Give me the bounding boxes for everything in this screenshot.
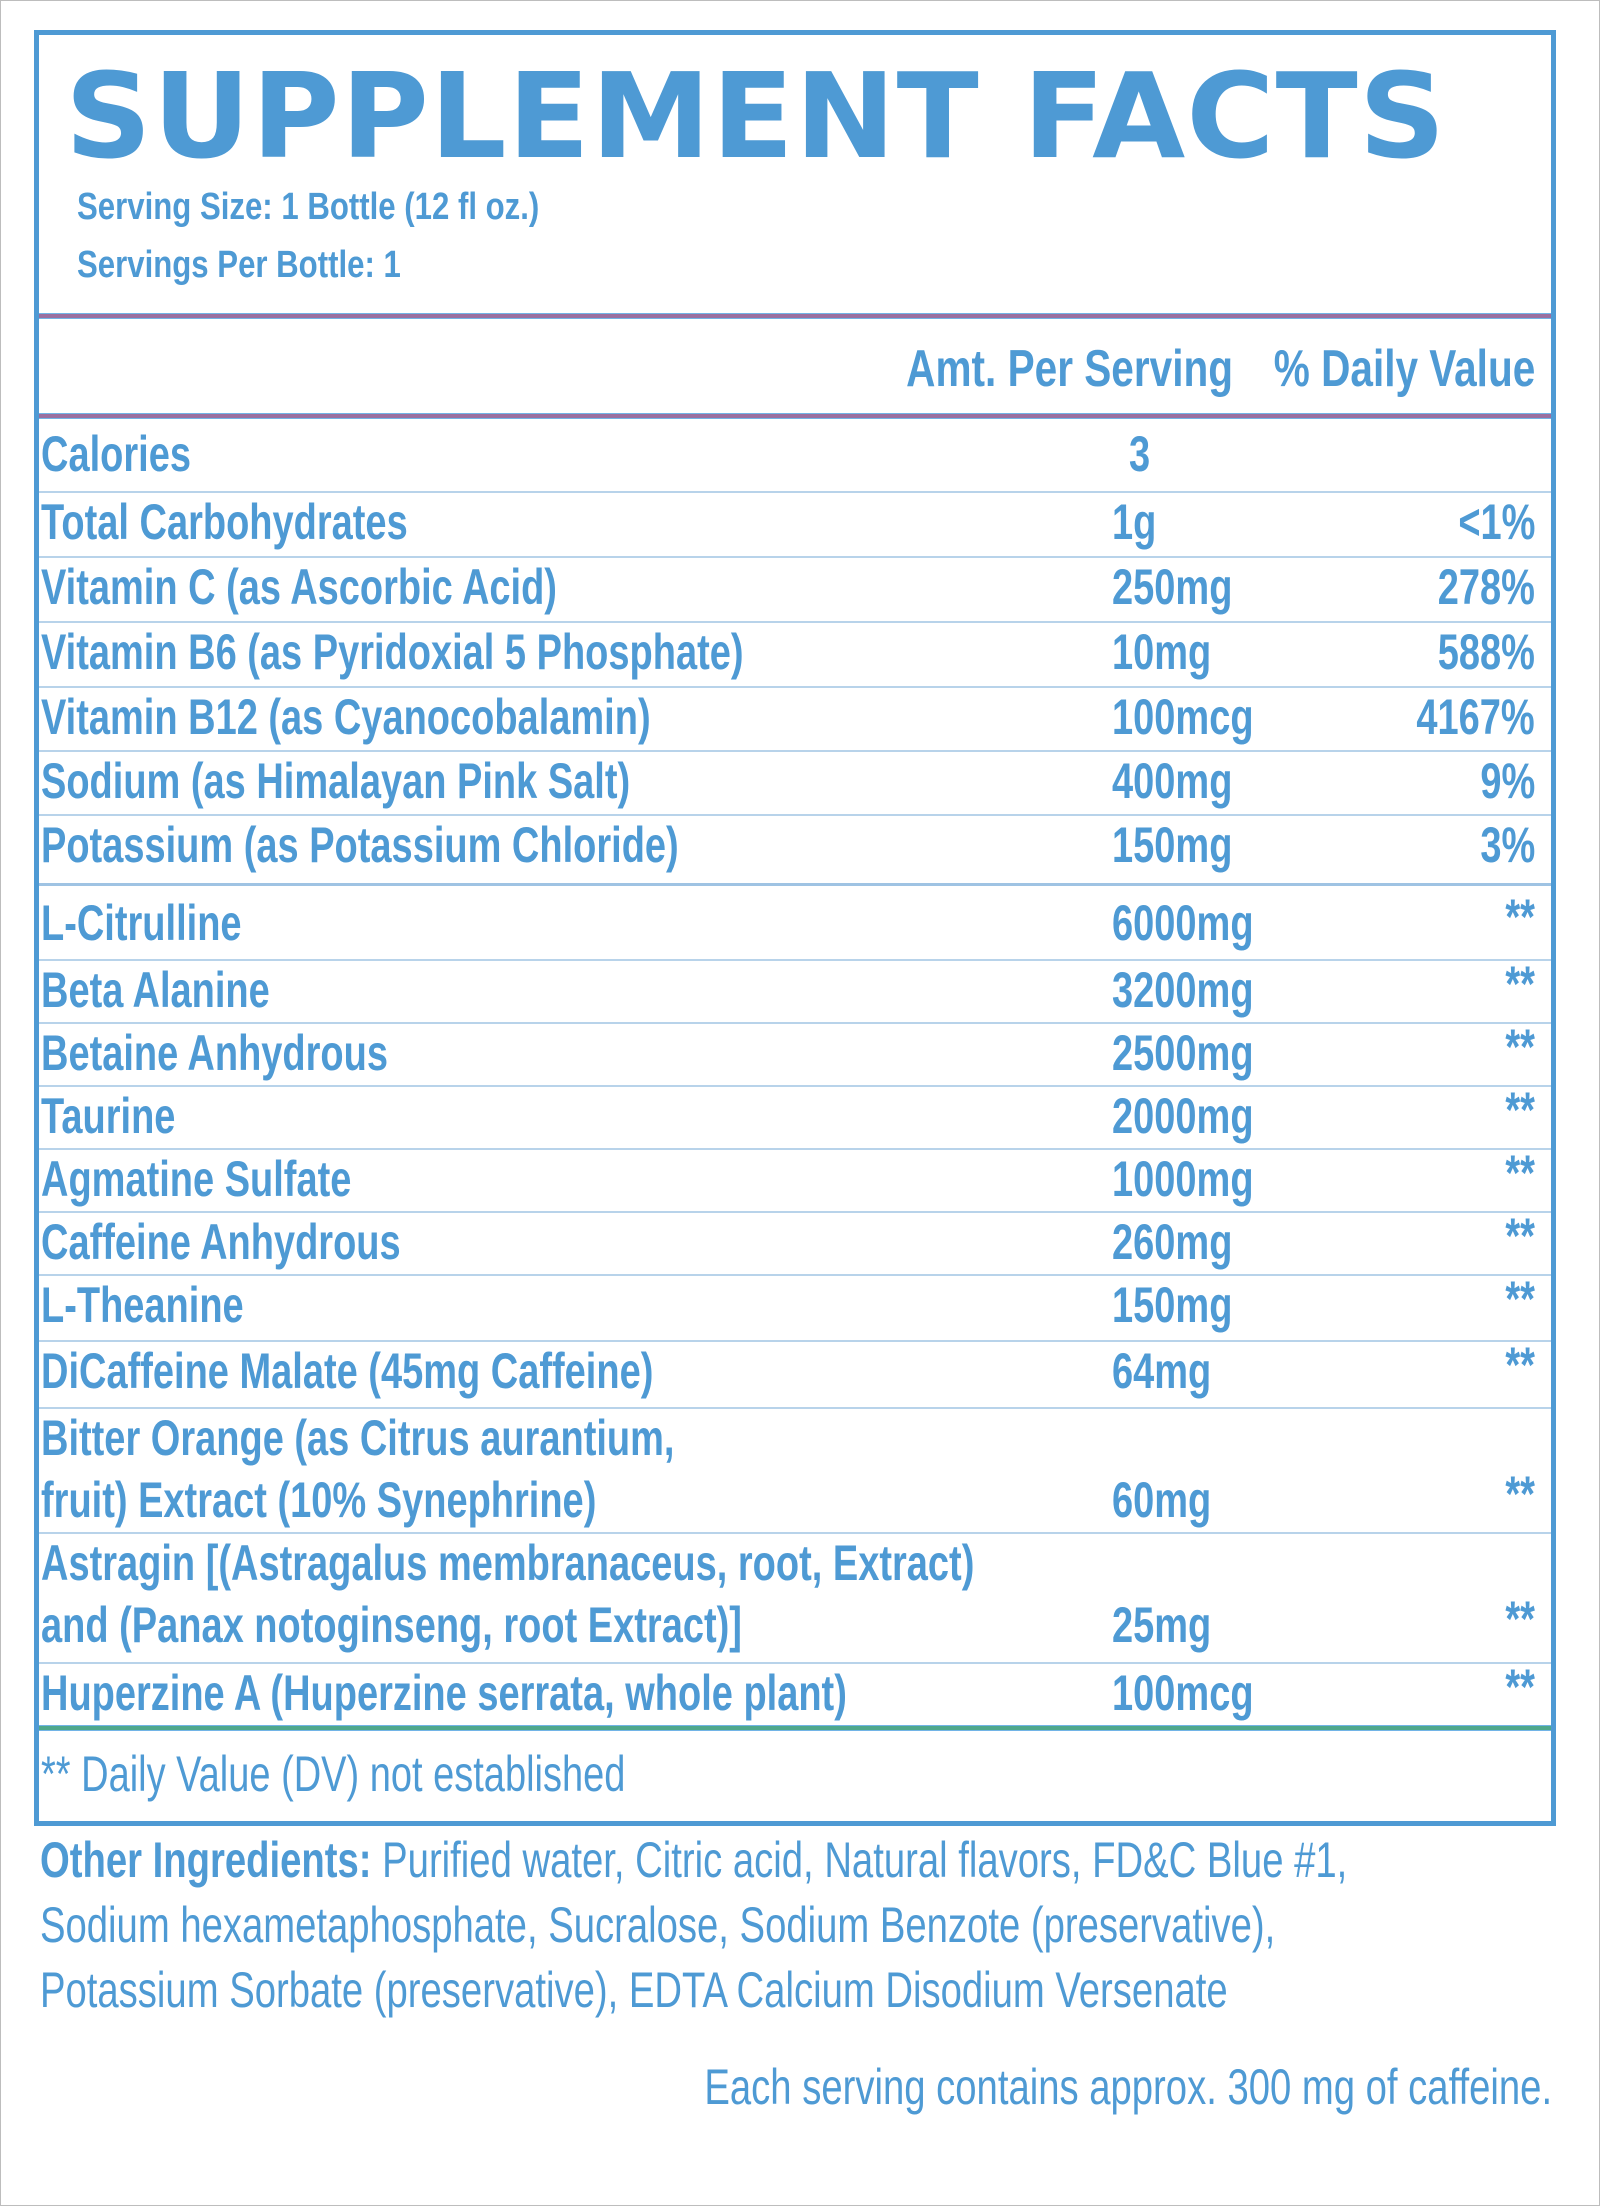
nutrient-amount: 150mg [1112,817,1233,873]
nutrient-amount: 400mg [1112,753,1233,809]
servings-per-container: Servings Per Bottle: 1 [77,244,401,286]
nutrient-amount: 60mg [1112,1472,1212,1528]
column-header-daily-value: % Daily Value [1273,340,1535,398]
nutrient-daily-value: ** [1505,1208,1535,1264]
nutrient-daily-value: ** [1505,1145,1535,1201]
table-row: Huperzine A (Huperzine serrata, whole pl… [39,1659,1551,1724]
nutrient-amount: 100mcg [1112,1665,1254,1721]
nutrient-daily-value: ** [1505,956,1535,1012]
nutrient-daily-value: 3% [1480,817,1535,873]
caffeine-content-note: Each serving contains approx. 300 mg of … [704,2059,1552,2115]
nutrient-name: Sodium (as Himalayan Pink Salt) [41,753,631,809]
nutrient-name: Potassium (as Potassium Chloride) [41,817,679,873]
other-ingredients-line-2: Sodium hexametaphosphate, Sucralose, Sod… [40,1897,1276,1953]
table-row: Calories 3 [39,423,1551,493]
nutrient-name: Taurine [41,1088,176,1144]
nutrient-name: Calories [41,426,191,482]
nutrient-name: Total Carbohydrates [41,494,408,550]
table-row: Vitamin B6 (as Pyridoxial 5 Phosphate) 10… [39,623,1551,688]
nutrient-daily-value: ** [1505,1466,1535,1522]
nutrient-name: L-Theanine [41,1277,244,1333]
nutrient-name: Vitamin C (as Ascorbic Acid) [41,559,557,615]
table-row: Total Carbohydrates 1g <1% [39,493,1551,558]
table-row: Potassium (as Potassium Chloride) 150mg 3% [39,816,1551,886]
table-row: Astragin [(Astragalus membranaceus, root… [39,1534,1551,1664]
nutrient-name: fruit) Extract (10% Synephrine) [41,1472,597,1528]
nutrient-amount: 2500mg [1112,1025,1254,1081]
nutrient-name: Vitamin B12 (as Cyanocobalamin) [41,689,651,745]
nutrient-daily-value: ** [1505,1082,1535,1138]
nutrient-amount: 10mg [1112,624,1212,680]
table-row: Taurine 2000mg ** [39,1082,1551,1150]
nutrient-amount: 100mcg [1112,689,1254,745]
table-row: Vitamin B12 (as Cyanocobalamin) 100mcg 416… [39,688,1551,752]
nutrient-amount: 3 [1129,426,1151,482]
nutrient-name: Agmatine Sulfate [41,1151,352,1207]
nutrient-table: Calories 3 Total Carbohydrates 1g <1% Vitamin… [39,423,1551,1724]
dv-footnote: ** Daily Value (DV) not established [41,1746,626,1802]
supplement-facts-panel: SUPPLEMENT FACTS Serving Size: 1 Bottle … [34,30,1556,1826]
table-row: L-Theanine 150mg ** [39,1271,1551,1342]
column-header-amount: Amt. Per Serving [906,340,1233,398]
nutrient-amount: 1000mg [1112,1151,1254,1207]
other-ingredients: Other Ingredients: Purified water, Citri… [40,1828,1494,2023]
table-row: Beta Alanine 3200mg ** [39,956,1551,1024]
table-row: Vitamin C (as Ascorbic Acid) 250mg 278% [39,558,1551,623]
panel-title: SUPPLEMENT FACTS [65,47,1447,185]
nutrient-amount: 6000mg [1112,895,1254,951]
table-row: Caffeine Anhydrous 260mg ** [39,1208,1551,1276]
table-row: DiCaffeine Malate (45mg Caffeine) 64mg ** [39,1337,1551,1409]
table-row: Sodium (as Himalayan Pink Salt) 400mg 9% [39,752,1551,816]
nutrient-amount: 25mg [1112,1597,1212,1653]
table-row: Agmatine Sulfate 1000mg ** [39,1145,1551,1213]
other-ingredients-label: Other Ingredients: [40,1832,372,1888]
nutrient-name: Caffeine Anhydrous [41,1214,401,1270]
nutrient-amount: 1g [1112,494,1157,550]
serving-size: Serving Size: 1 Bottle (12 fl oz.) [77,186,540,228]
table-end-divider [39,1725,1551,1731]
table-row: Betaine Anhydrous 2500mg ** [39,1019,1551,1087]
nutrient-daily-value: ** [1505,1591,1535,1647]
nutrient-name: and (Panax notoginseng, root Extract)] [41,1597,742,1653]
table-row: Bitter Orange (as Citrus aurantium, fruit… [39,1409,1551,1534]
other-ingredients-line-3: Potassium Sorbate (preservative), EDTA C… [40,1962,1228,2018]
nutrient-amount: 64mg [1112,1343,1212,1399]
nutrient-name: Bitter Orange (as Citrus aurantium, [41,1410,675,1466]
nutrient-daily-value: ** [1505,1659,1535,1715]
nutrient-name: Huperzine A (Huperzine serrata, whole pl… [41,1665,847,1721]
nutrient-name: DiCaffeine Malate (45mg Caffeine) [41,1343,654,1399]
nutrient-daily-value: <1% [1457,494,1535,550]
nutrient-daily-value: 278% [1437,559,1535,615]
nutrient-daily-value: ** [1505,1271,1535,1327]
nutrient-daily-value: 9% [1480,753,1535,809]
nutrient-amount: 260mg [1112,1214,1233,1270]
nutrient-daily-value: 4167% [1416,689,1535,745]
other-ingredients-line-1: Other Ingredients: Purified water, Citri… [40,1832,1348,1888]
header-divider-bottom [39,413,1551,419]
nutrient-name: Astragin [(Astragalus membranaceus, root… [41,1535,975,1591]
nutrient-daily-value: ** [1505,1337,1535,1393]
table-row: L-Citrulline 6000mg ** [39,886,1551,961]
nutrient-name: Beta Alanine [41,962,270,1018]
nutrient-name: L-Citrulline [41,895,242,951]
nutrient-amount: 250mg [1112,559,1233,615]
nutrient-name: Betaine Anhydrous [41,1025,388,1081]
nutrient-amount: 3200mg [1112,962,1254,1018]
nutrient-name: Vitamin B6 (as Pyridoxial 5 Phosphate) [41,624,744,680]
nutrient-amount: 150mg [1112,1277,1233,1333]
nutrient-daily-value: ** [1505,889,1535,945]
nutrient-amount: 2000mg [1112,1088,1254,1144]
nutrient-daily-value: ** [1505,1019,1535,1075]
header-divider-top [39,313,1551,319]
nutrient-daily-value: 588% [1437,624,1535,680]
